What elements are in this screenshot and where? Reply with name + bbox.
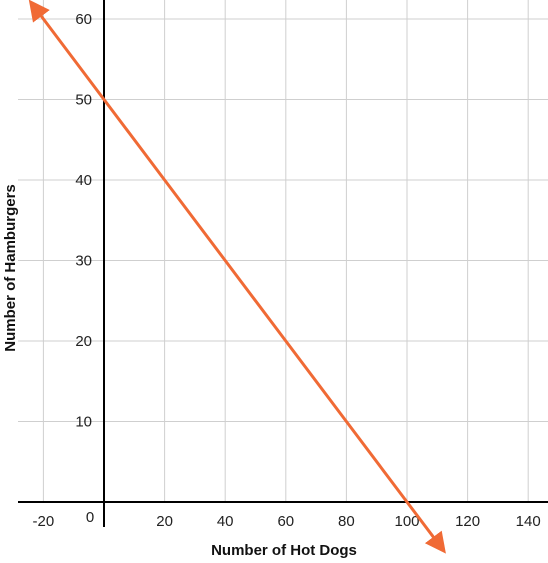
grid bbox=[18, 0, 548, 502]
series-line bbox=[28, 0, 446, 554]
y-tick-label: 50 bbox=[75, 92, 92, 109]
y-tick-label: 30 bbox=[75, 253, 92, 270]
x-tick-label: 40 bbox=[217, 513, 234, 530]
y-axis-title: Number of Hamburgers bbox=[2, 184, 19, 352]
y-tick-label: 60 bbox=[75, 11, 92, 28]
x-tick-label: 120 bbox=[455, 513, 480, 530]
x-tick-label: 80 bbox=[338, 513, 355, 530]
y-tick-label: 20 bbox=[75, 333, 92, 350]
x-tick-label: 60 bbox=[277, 513, 294, 530]
y-tick-label: 10 bbox=[75, 414, 92, 431]
x-axis-title: Number of Hot Dogs bbox=[211, 542, 357, 559]
x-tick-label: -20 bbox=[33, 513, 55, 530]
x-tick-label: 20 bbox=[156, 513, 173, 530]
y-tick-label: 40 bbox=[75, 172, 92, 189]
series bbox=[28, 0, 446, 554]
axes bbox=[18, 0, 548, 527]
x-tick-label: 140 bbox=[516, 513, 541, 530]
origin-label: 0 bbox=[86, 509, 94, 526]
